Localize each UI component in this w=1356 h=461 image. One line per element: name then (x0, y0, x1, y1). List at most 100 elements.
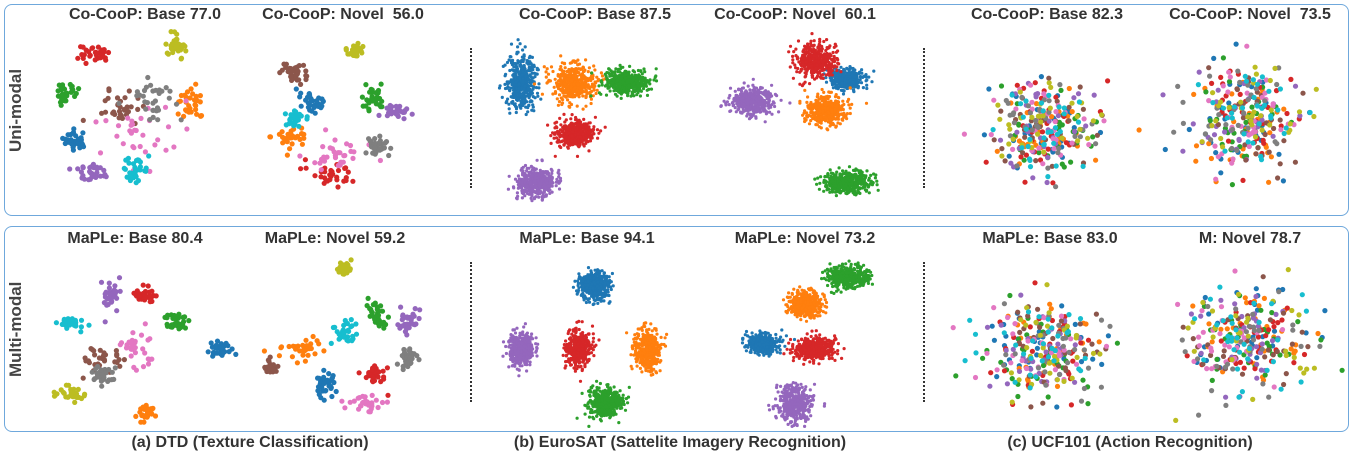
scatter-point-cluster-5 (128, 104, 134, 110)
scatter-point-cluster-2 (652, 78, 656, 82)
scatter-point-cluster-3 (558, 135, 562, 139)
scatter-point-cluster-5 (99, 110, 105, 116)
scatter-point-cluster-9 (146, 153, 152, 159)
scatter-point-cluster-2 (634, 79, 638, 83)
scatter-point-cluster-6 (140, 132, 146, 138)
scatter-point-cluster-2 (863, 184, 867, 189)
scatter-point-cluster-6 (138, 115, 144, 121)
scatter-point-cluster-4 (752, 100, 756, 104)
scatter-point-cluster-2 (998, 83, 1005, 89)
scatter-point-cluster-2 (819, 175, 823, 179)
scatter-point-cluster-1 (591, 94, 595, 98)
scatter-point-cluster-3 (812, 39, 816, 43)
scatter-point-cluster-0 (528, 60, 532, 64)
scatter-point-cluster-2 (633, 88, 637, 92)
scatter-point-cluster-9 (296, 112, 302, 118)
scatter-point-cluster-3 (562, 143, 566, 147)
scatter-point-cluster-0 (534, 72, 538, 76)
scatter-point-cluster-1 (287, 146, 293, 152)
scatter-point-cluster-0 (62, 140, 68, 147)
scatter-point-cluster-2 (610, 74, 614, 78)
scatter-point-cluster-4 (728, 86, 733, 90)
scatter-point-cluster-5 (106, 86, 112, 92)
scatter-point-cluster-0 (870, 80, 874, 84)
scatter-point-cluster-0 (532, 85, 536, 89)
scatter-point-cluster-1 (848, 111, 852, 116)
scatter-point-cluster-4 (549, 167, 553, 171)
scatter-point-cluster-3 (820, 47, 824, 51)
scatter-point-cluster-3 (787, 50, 791, 54)
scatter-point-cluster-2 (363, 82, 369, 88)
scatter-point-cluster-3 (796, 66, 800, 71)
scatter-point-cluster-1 (545, 81, 549, 85)
scatter-point-cluster-1 (562, 62, 567, 66)
scatter-point-cluster-0 (1006, 153, 1012, 159)
scatter-point-cluster-1 (801, 113, 805, 117)
scatter-point-cluster-1 (294, 133, 301, 139)
scatter-point-cluster-3 (827, 60, 831, 64)
scatter-point-cluster-3 (586, 140, 590, 144)
scatter-point-cluster-3 (559, 123, 563, 127)
scatter-point-cluster-1 (544, 75, 548, 79)
scatter-point-cluster-1 (587, 66, 591, 70)
scatter-point-cluster-0 (842, 72, 846, 77)
scatter-point-cluster-4 (763, 93, 767, 97)
scatter-point-cluster-7 (134, 89, 140, 95)
scatter-point-cluster-2 (1036, 150, 1042, 156)
scatter-point-cluster-1 (834, 93, 838, 97)
scatter-point-cluster-4 (507, 174, 511, 178)
scatter-point-cluster-3 (836, 61, 840, 65)
scatter-point-cluster-9 (123, 157, 129, 163)
scatter-point-cluster-8 (174, 36, 180, 42)
scatter-point-cluster-5 (304, 73, 310, 79)
scatter-point-cluster-6 (120, 141, 126, 147)
scatter-point-cluster-6 (321, 154, 327, 160)
scatter-point-cluster-0 (532, 109, 536, 113)
scatter-point-cluster-7 (155, 117, 161, 123)
scatter-point-cluster-6 (93, 119, 99, 125)
scatter-point-cluster-4 (558, 176, 563, 180)
scatter-point-cluster-0 (524, 74, 528, 78)
scatter-point-cluster-4 (741, 96, 745, 100)
scatter-point-cluster-6 (344, 141, 350, 147)
scatter-point-cluster-0 (850, 73, 854, 77)
scatter-point-cluster-4 (534, 184, 538, 188)
scatter-point-cluster-4 (535, 188, 540, 192)
scatter-point-cluster-1 (197, 93, 203, 99)
scatter-point-cluster-4 (766, 104, 770, 108)
scatter-point-cluster-2 (842, 185, 846, 189)
scatter-point-cluster-3 (573, 125, 577, 129)
scatter-point-cluster-2 (853, 172, 858, 176)
scatter-point-cluster-1 (183, 94, 189, 100)
scatter-point-cluster-5 (102, 109, 109, 115)
scatter-point-cluster-7 (372, 136, 378, 142)
scatter-point-cluster-2 (631, 69, 635, 73)
scatter-point-cluster-2 (817, 187, 821, 191)
scatter-point-cluster-4 (746, 105, 750, 109)
scatter-point-cluster-3 (821, 68, 825, 72)
scatter-point-cluster-1 (551, 92, 555, 96)
scatter-point-cluster-4 (754, 102, 758, 106)
scatter-point-cluster-0 (516, 38, 520, 42)
scatter-point-cluster-3 (75, 55, 81, 61)
scatter-point-cluster-3 (805, 68, 809, 72)
scatter-point-cluster-8 (163, 41, 169, 47)
scatter-point-cluster-8 (359, 50, 365, 56)
scatter-point-cluster-3 (1014, 82, 1020, 88)
scatter-point-cluster-4 (754, 115, 758, 119)
scatter-point-cluster-2 (614, 67, 618, 71)
scatter-point-cluster-8 (355, 40, 361, 46)
scatter-point-cluster-4 (554, 184, 558, 188)
scatter-point-cluster-4 (402, 108, 408, 114)
scatter-point-cluster-1 (572, 82, 576, 87)
scatter-point-cluster-6 (130, 144, 136, 150)
scatter-point-cluster-1 (555, 82, 559, 87)
scatter-point-cluster-3 (603, 125, 607, 129)
scatter-point-cluster-2 (828, 176, 832, 181)
scatter-point-cluster-2 (869, 173, 873, 177)
scatter-point-cluster-0 (500, 95, 504, 99)
scatter-point-cluster-2 (815, 182, 819, 186)
scatter-point-cluster-2 (360, 103, 366, 109)
scatter-point-cluster-5 (126, 88, 132, 94)
scatter-point-cluster-0 (75, 141, 81, 147)
